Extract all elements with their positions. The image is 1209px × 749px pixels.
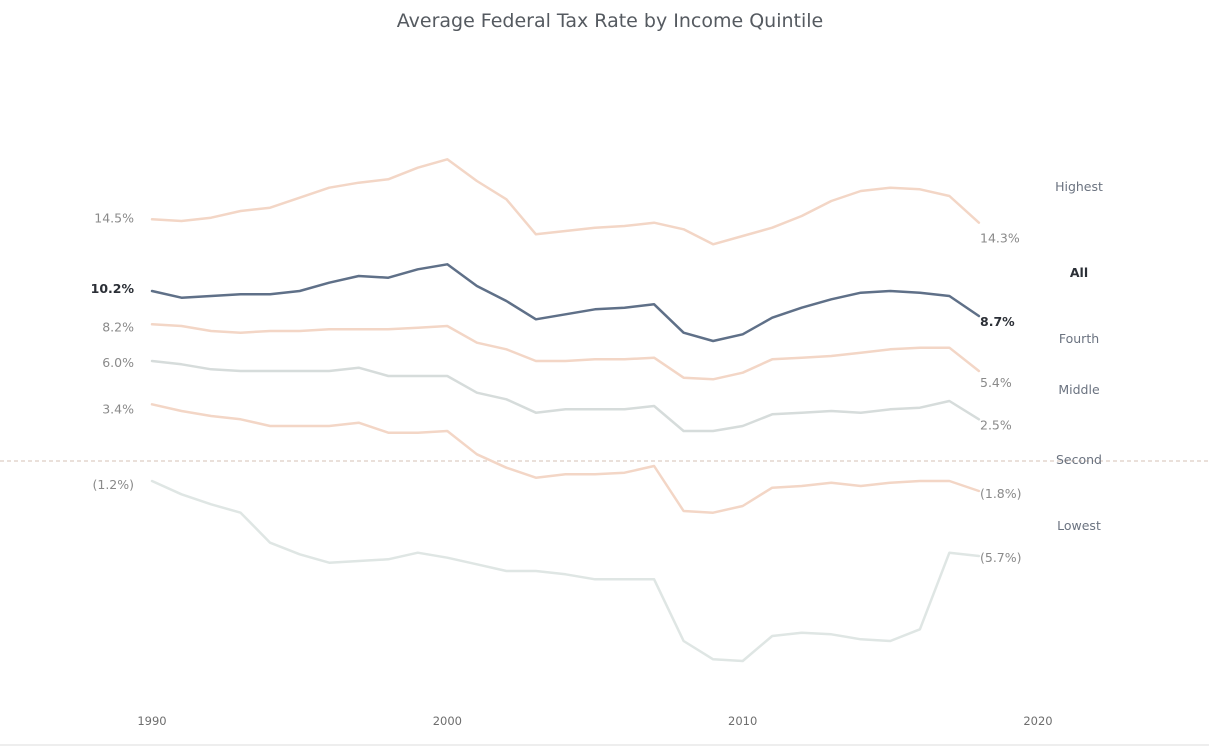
start-value-label-fourth: 8.2% — [102, 319, 134, 334]
series-line-middle — [150, 359, 981, 433]
start-value-label-middle: 6.0% — [102, 355, 134, 370]
series-name-second: Second — [1056, 452, 1102, 467]
end-value-label-middle: 2.5% — [980, 417, 1012, 432]
series-line-lowest — [150, 479, 981, 663]
start-value-label-all: 10.2% — [91, 281, 135, 296]
series-name-all: All — [1070, 265, 1088, 280]
start-value-label-second: 3.4% — [102, 401, 134, 416]
series-name-fourth: Fourth — [1059, 331, 1099, 346]
x-tick-label: 2010 — [728, 714, 757, 728]
series-labels-layer: 14.5% 14.3% Highest 10.2% 8.7% All 8.2% 5.4% Fou… — [91, 179, 1103, 565]
series-line-all — [150, 263, 981, 343]
end-value-label-highest: 14.3% — [980, 231, 1020, 246]
end-value-label-fourth: 5.4% — [980, 375, 1012, 390]
end-value-label-all: 8.7% — [980, 314, 1015, 329]
series-line-fourth — [150, 323, 981, 381]
end-value-label-second: (1.8%) — [980, 486, 1022, 501]
series-name-middle: Middle — [1058, 382, 1100, 397]
start-value-label-lowest: (1.2%) — [92, 477, 134, 492]
x-tick-label: 2020 — [1023, 714, 1052, 728]
series-lines-layer — [150, 158, 981, 663]
series-name-lowest: Lowest — [1057, 518, 1101, 533]
end-value-label-lowest: (5.7%) — [980, 550, 1022, 565]
start-value-label-highest: 14.5% — [94, 210, 134, 225]
chart-title: Average Federal Tax Rate by Income Quint… — [397, 10, 823, 32]
series-line-second — [150, 403, 981, 514]
series-line-highest — [150, 158, 981, 246]
x-tick-label: 2000 — [433, 714, 462, 728]
x-tick-label: 1990 — [137, 714, 166, 728]
x-axis-ticks: 1990 2000 2010 2020 — [137, 714, 1052, 728]
series-name-highest: Highest — [1055, 179, 1103, 194]
